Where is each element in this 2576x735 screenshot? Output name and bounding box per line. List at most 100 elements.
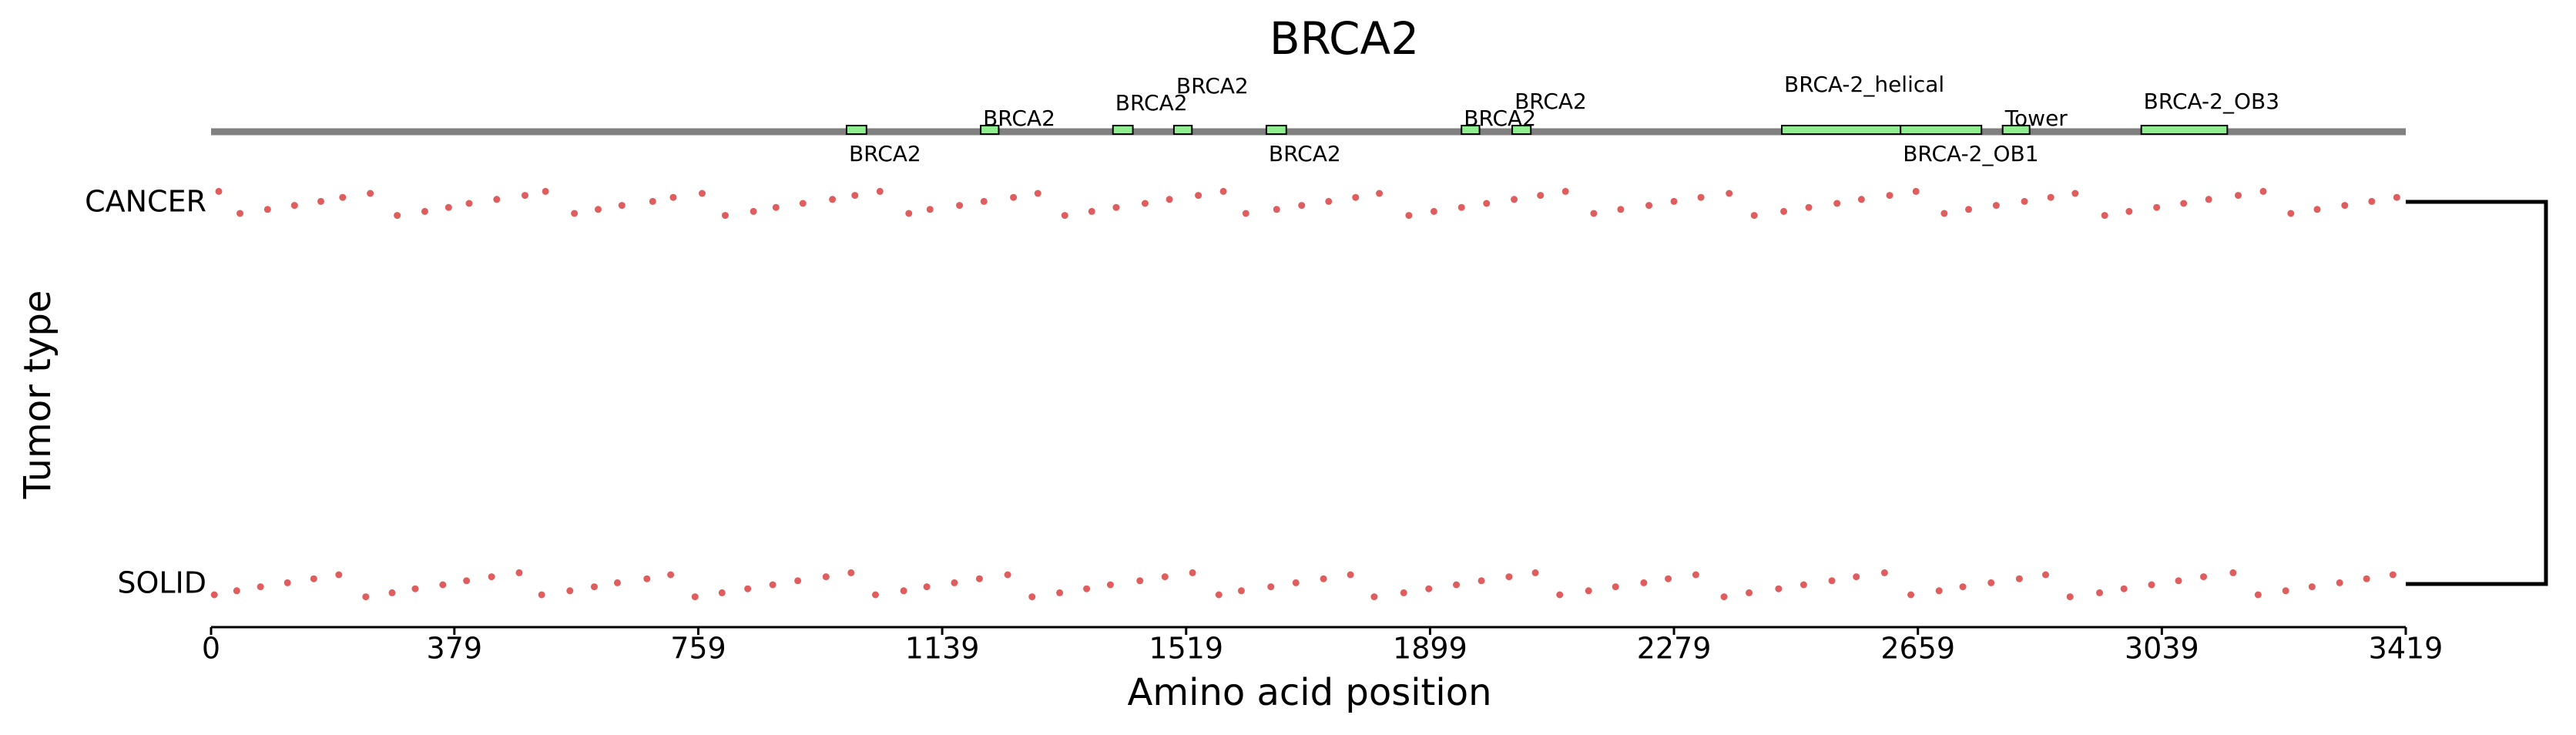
mutation-point [1959,583,1967,591]
mutation-point [1370,593,1378,601]
mutation-point [367,190,374,197]
mutation-point [829,196,837,203]
mutation-point [2282,587,2289,595]
mutation-point [1907,591,1915,599]
domain-label: BRCA-2_helical [1784,72,1944,97]
mutation-point [721,212,729,220]
mutation-point [923,583,931,591]
mutation-point [956,202,964,210]
mutation-point [1556,591,1564,599]
chart-title: BRCA2 [1270,12,1419,65]
mutation-point [2180,200,2188,207]
mutation-point [851,192,859,200]
mutation-point [571,210,579,217]
mutation-point [1853,573,1860,581]
mutation-point [1136,577,1144,585]
mutation-point [335,571,343,579]
domain [2001,125,2031,135]
mutation-point [1828,577,1836,585]
mutation-point [1325,197,1333,205]
mutation-point [900,587,907,595]
mutation-point [2341,202,2349,210]
mutation-point [1880,569,1888,576]
x-tick-label: 1519 [1149,632,1223,666]
mutation-point [975,575,983,582]
mutation-point [822,573,830,581]
y-axis-label: Tumor type [16,290,59,500]
mutation-point [1195,192,1202,200]
mutation-point [1430,207,1437,215]
mutation-point [613,579,621,586]
mutation-point [2287,210,2295,217]
domain-label: BRCA2 [1115,90,1188,116]
x-tick-label: 759 [670,632,726,666]
mutation-point [1965,206,1973,213]
mutation-point [1750,212,1758,220]
mutation-point [1505,573,1513,581]
mutation-point [1726,190,1733,197]
mutation-point [1083,585,1091,592]
x-tick-label: 3419 [2369,632,2444,666]
domain-label: BRCA2 [849,141,921,166]
mutation-point [1640,579,1648,586]
mutation-point [980,197,988,205]
mutation-point [290,202,298,210]
mutation-point [1088,207,1095,215]
mutation-point [618,202,626,210]
mutation-point [444,203,452,211]
mutation-point [1531,569,1539,576]
mutation-point [1028,593,1036,601]
mutation-point [1665,575,1672,582]
mutation-point [317,197,324,205]
mutation-point [493,196,501,203]
mutation-point [283,579,291,586]
mutation-point [1857,196,1865,203]
x-tick-label: 0 [202,632,220,666]
mutation-point [926,206,934,213]
domain-label: BRCA-2_OB1 [1903,141,2038,166]
domain [845,125,867,135]
mutation-point [1612,583,1619,591]
mutation-point [1141,200,1149,207]
mutation-point [210,591,218,599]
x-tick-label: 1139 [905,632,980,666]
mutation-point [2313,206,2321,213]
mutation-point [2336,579,2343,586]
mutation-point [1189,569,1196,576]
x-tick-label: 2659 [1880,632,1955,666]
domain-label: BRCA2 [1514,89,1587,114]
mutation-point [362,593,370,601]
mutation-point [951,579,958,586]
x-axis-label: Amino acid position [1128,671,1492,714]
mutation-point [2254,591,2262,599]
mutation-point [1010,193,1018,201]
mutation-point [2101,212,2108,220]
mutation-point [1457,203,1465,211]
mutation-point [1004,571,1011,579]
x-tick-label: 1899 [1393,632,1467,666]
mutation-point [566,587,574,595]
mutation-point [590,583,598,591]
mutation-point [1886,192,1893,200]
mutation-point [1400,589,1407,596]
mutation-point [1483,200,1491,207]
mutation-point [310,575,317,582]
domain-label: BRCA2 [983,106,1055,131]
y-tick-label: SOLID [117,566,206,600]
mutation-point [538,591,545,599]
mutation-point [257,583,264,591]
mutation-point [2368,197,2376,205]
mutation-point [2389,571,2397,579]
mutation-point [394,212,401,220]
domain [1511,125,1532,135]
mutation-point [1056,589,1064,596]
mutation-point [1720,593,1728,601]
mutation-point [411,585,419,592]
mutation-point [521,192,528,200]
mutation-point [1352,193,1360,201]
mutation-point [718,589,726,596]
mutation-point [2200,573,2208,581]
mutation-point [1987,579,1995,586]
